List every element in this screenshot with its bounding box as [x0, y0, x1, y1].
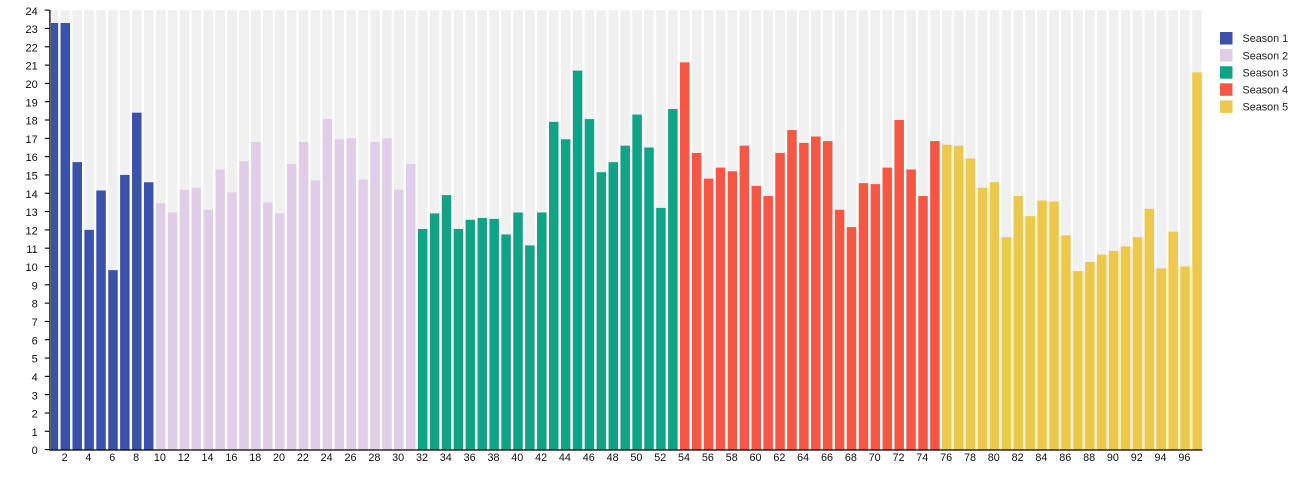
svg-text:20: 20: [273, 452, 285, 464]
svg-text:86: 86: [1059, 452, 1071, 464]
svg-text:70: 70: [869, 452, 881, 464]
svg-text:14: 14: [26, 189, 38, 201]
svg-text:2: 2: [62, 452, 68, 464]
svg-text:82: 82: [1012, 452, 1024, 464]
svg-text:60: 60: [750, 452, 762, 464]
svg-text:5: 5: [32, 354, 38, 366]
svg-text:Season 4: Season 4: [1243, 85, 1289, 97]
svg-text:6: 6: [109, 452, 115, 464]
svg-text:28: 28: [368, 452, 380, 464]
svg-text:16: 16: [26, 152, 38, 164]
svg-text:84: 84: [1035, 452, 1047, 464]
svg-text:32: 32: [416, 452, 428, 464]
svg-text:9: 9: [32, 280, 38, 292]
svg-text:52: 52: [654, 452, 666, 464]
svg-text:Season 2: Season 2: [1243, 50, 1289, 62]
svg-text:88: 88: [1083, 452, 1095, 464]
svg-text:Season 3: Season 3: [1243, 67, 1289, 79]
svg-text:11: 11: [26, 244, 37, 256]
svg-text:16: 16: [225, 452, 237, 464]
svg-text:3: 3: [32, 390, 38, 402]
svg-text:50: 50: [630, 452, 642, 464]
svg-text:6: 6: [32, 335, 38, 347]
svg-text:76: 76: [940, 452, 952, 464]
svg-text:10: 10: [154, 452, 166, 464]
svg-text:8: 8: [133, 452, 139, 464]
svg-text:Season 1: Season 1: [1243, 33, 1289, 45]
svg-text:38: 38: [487, 452, 499, 464]
svg-text:78: 78: [964, 452, 976, 464]
svg-text:19: 19: [26, 97, 38, 109]
svg-text:58: 58: [726, 452, 738, 464]
svg-text:20: 20: [26, 79, 38, 91]
svg-text:90: 90: [1107, 452, 1119, 464]
svg-text:74: 74: [916, 452, 928, 464]
svg-text:23: 23: [26, 24, 38, 36]
svg-text:80: 80: [988, 452, 1000, 464]
svg-text:26: 26: [345, 452, 357, 464]
svg-text:21: 21: [26, 61, 38, 73]
svg-text:56: 56: [702, 452, 714, 464]
svg-text:10: 10: [26, 262, 38, 274]
svg-text:12: 12: [26, 225, 38, 237]
svg-text:2: 2: [32, 409, 38, 421]
svg-text:36: 36: [464, 452, 476, 464]
svg-text:68: 68: [845, 452, 857, 464]
svg-text:92: 92: [1131, 452, 1143, 464]
svg-text:18: 18: [249, 452, 261, 464]
svg-text:17: 17: [26, 134, 38, 146]
svg-text:14: 14: [202, 452, 214, 464]
svg-text:Season 5: Season 5: [1243, 102, 1289, 114]
svg-text:64: 64: [797, 452, 809, 464]
svg-text:44: 44: [559, 452, 571, 464]
svg-text:96: 96: [1178, 452, 1190, 464]
svg-text:66: 66: [821, 452, 833, 464]
svg-text:72: 72: [892, 452, 904, 464]
svg-text:94: 94: [1155, 452, 1167, 464]
svg-text:34: 34: [440, 452, 452, 464]
svg-text:48: 48: [607, 452, 619, 464]
svg-text:62: 62: [773, 452, 785, 464]
svg-text:15: 15: [26, 171, 38, 183]
svg-text:30: 30: [392, 452, 404, 464]
svg-text:22: 22: [26, 42, 38, 54]
svg-text:18: 18: [26, 116, 38, 128]
svg-text:4: 4: [32, 372, 38, 384]
svg-text:46: 46: [583, 452, 595, 464]
svg-text:7: 7: [32, 317, 38, 329]
svg-text:22: 22: [297, 452, 309, 464]
svg-text:1: 1: [32, 427, 38, 439]
svg-text:12: 12: [178, 452, 190, 464]
svg-text:24: 24: [26, 6, 38, 18]
svg-text:54: 54: [678, 452, 690, 464]
svg-text:4: 4: [85, 452, 91, 464]
svg-text:8: 8: [32, 299, 38, 311]
svg-text:13: 13: [26, 207, 38, 219]
svg-text:0: 0: [32, 445, 38, 457]
svg-text:24: 24: [321, 452, 333, 464]
svg-text:40: 40: [511, 452, 523, 464]
svg-text:42: 42: [535, 452, 547, 464]
